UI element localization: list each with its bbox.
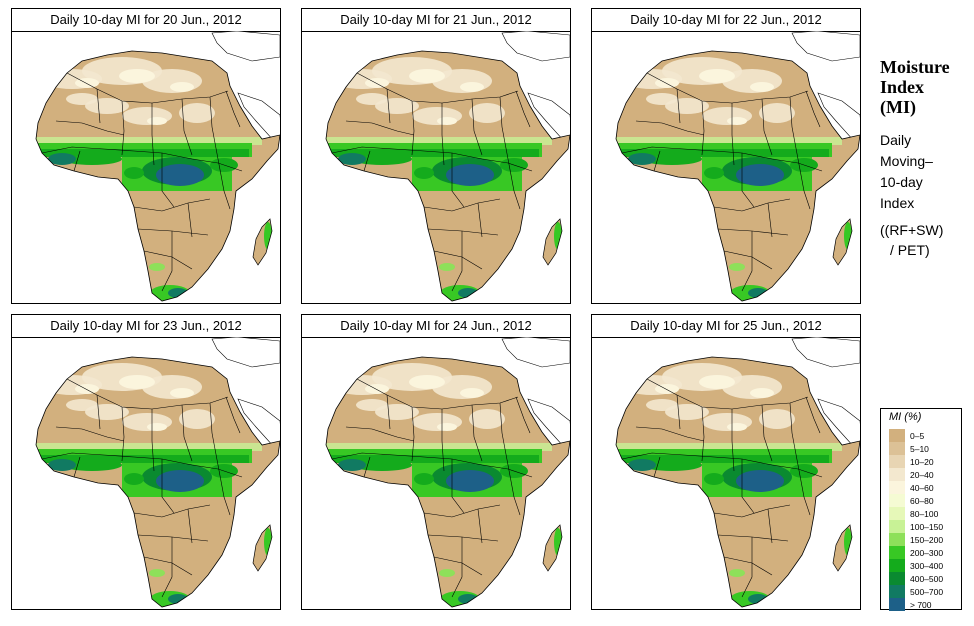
legend-item: 5–10 <box>889 442 929 455</box>
legend: MI (%) 0–5 5–10 10–20 20–40 40–60 60–80 80–100… <box>880 408 962 611</box>
panel-title: Daily 10-day MI for 21 Jun., 2012 <box>302 9 570 32</box>
legend-swatch <box>889 585 905 598</box>
legend-item: > 700 <box>889 598 932 611</box>
panel-title: Daily 10-day MI for 24 Jun., 2012 <box>302 315 570 338</box>
africa-map <box>592 337 860 609</box>
legend-label: 100–150 <box>910 521 944 532</box>
index-description: Daily Moving– 10-day Index <box>880 130 970 214</box>
legend-item: 500–700 <box>889 585 943 598</box>
legend-item: 20–40 <box>889 468 934 481</box>
legend-swatch <box>889 468 905 481</box>
legend-swatch <box>889 598 905 611</box>
moisture-index-title: Moisture Index (MI) <box>880 57 970 117</box>
legend-item: 0–5 <box>889 429 924 442</box>
legend-label: 80–100 <box>910 508 939 519</box>
legend-item: 200–300 <box>889 546 943 559</box>
legend-swatch <box>889 546 905 559</box>
legend-title: MI (%) <box>889 411 922 423</box>
legend-label: 500–700 <box>910 586 944 597</box>
legend-item: 10–20 <box>889 455 934 468</box>
legend-swatch <box>889 520 905 533</box>
legend-label: 400–500 <box>910 573 944 584</box>
map-panel-1: Daily 10-day MI for 20 Jun., 2012 <box>11 8 281 304</box>
legend-label: 10–20 <box>910 456 934 467</box>
title-line: (MI) <box>880 97 916 117</box>
formula-line: / PET) <box>890 242 930 258</box>
panel-title: Daily 10-day MI for 25 Jun., 2012 <box>592 315 860 338</box>
africa-map-svg <box>615 31 860 302</box>
panel-title: Daily 10-day MI for 20 Jun., 2012 <box>12 9 280 32</box>
description-line: 10-day <box>880 174 923 190</box>
description-line: Daily <box>880 132 912 148</box>
map-panel-3: Daily 10-day MI for 22 Jun., 2012 <box>591 8 861 304</box>
legend-label: 200–300 <box>910 547 944 558</box>
formula-line: ((RF+SW) <box>880 222 944 238</box>
africa-map-svg <box>35 31 280 302</box>
title-line: Moisture <box>880 57 950 77</box>
map-panel-4: Daily 10-day MI for 23 Jun., 2012 <box>11 314 281 610</box>
legend-swatch <box>889 507 905 520</box>
description-line: Index <box>880 195 915 211</box>
legend-item: 400–500 <box>889 572 943 585</box>
africa-map <box>302 31 570 303</box>
africa-map-svg <box>325 31 570 302</box>
legend-label: 150–200 <box>910 534 944 545</box>
africa-map <box>12 31 280 303</box>
legend-label: 40–60 <box>910 482 934 493</box>
index-formula: ((RF+SW) / PET) <box>880 220 972 260</box>
map-panel-2: Daily 10-day MI for 21 Jun., 2012 <box>301 8 571 304</box>
description-line: Moving– <box>880 153 933 169</box>
legend-item: 300–400 <box>889 559 943 572</box>
africa-map <box>592 31 860 303</box>
africa-map <box>302 337 570 609</box>
legend-swatch <box>889 429 905 442</box>
legend-swatch <box>889 455 905 468</box>
legend-swatch <box>889 559 905 572</box>
panel-title: Daily 10-day MI for 23 Jun., 2012 <box>12 315 280 338</box>
legend-label: 300–400 <box>910 560 944 571</box>
map-panel-5: Daily 10-day MI for 24 Jun., 2012 <box>301 314 571 610</box>
legend-item: 80–100 <box>889 507 938 520</box>
legend-item: 40–60 <box>889 481 934 494</box>
legend-label: 0–5 <box>910 430 925 441</box>
map-panel-6: Daily 10-day MI for 25 Jun., 2012 <box>591 314 861 610</box>
legend-label: 60–80 <box>910 495 934 506</box>
legend-swatch <box>889 494 905 507</box>
title-line: Index <box>880 77 925 97</box>
africa-map-svg <box>35 337 280 608</box>
legend-swatch <box>889 572 905 585</box>
africa-map <box>12 337 280 609</box>
legend-item: 150–200 <box>889 533 943 546</box>
legend-label: 5–10 <box>910 443 929 454</box>
legend-label: 20–40 <box>910 469 934 480</box>
legend-label: > 700 <box>910 599 932 610</box>
legend-swatch <box>889 442 905 455</box>
legend-item: 60–80 <box>889 494 934 507</box>
legend-swatch <box>889 481 905 494</box>
legend-swatch <box>889 533 905 546</box>
africa-map-svg <box>325 337 570 608</box>
africa-map-svg <box>615 337 860 608</box>
panel-title: Daily 10-day MI for 22 Jun., 2012 <box>592 9 860 32</box>
legend-item: 100–150 <box>889 520 943 533</box>
